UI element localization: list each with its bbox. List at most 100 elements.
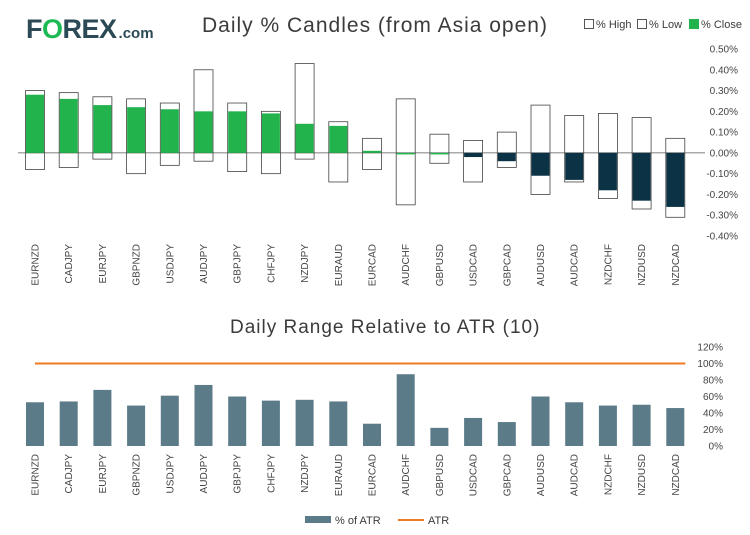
atr-bar xyxy=(295,399,314,446)
candle-y-tick-label: 0.20% xyxy=(710,107,738,118)
atr-x-label: USDCAD xyxy=(469,454,480,496)
candle-high-box xyxy=(598,113,618,154)
atr-x-label: CADJPY xyxy=(64,454,75,494)
candle-close-bar xyxy=(127,107,146,153)
atr-x-label: NZDCHF xyxy=(603,454,614,495)
atr-x-label: EURNZD xyxy=(31,454,42,496)
candle-x-label: NZDCHF xyxy=(603,244,614,285)
atr-bar xyxy=(632,404,651,446)
atr-bar xyxy=(261,400,280,446)
atr-x-label: GBPNZD xyxy=(132,454,143,496)
candle-x-label: GBPCAD xyxy=(502,244,513,286)
legend-pct-atr: % of ATR xyxy=(305,515,381,527)
candle-x-label: EURAUD xyxy=(334,244,345,286)
candle-close-bar xyxy=(464,152,483,158)
candle-y-tick-label: -0.40% xyxy=(706,232,738,243)
atr-bar xyxy=(497,422,516,446)
atr-bar xyxy=(160,395,179,446)
atr-bar xyxy=(598,405,617,446)
candle-x-label: GBPUSD xyxy=(435,244,446,286)
candle-close-bar xyxy=(329,125,348,153)
candle-x-label: EURJPY xyxy=(98,244,109,284)
atr-bar xyxy=(228,396,247,446)
candle-y-tick-label: -0.30% xyxy=(706,211,738,222)
candle-x-label: AUDCHF xyxy=(401,244,412,286)
candle-close-bar xyxy=(363,150,381,153)
candle-low-box xyxy=(58,152,79,168)
legend-atr-swatch xyxy=(398,519,424,521)
atr-x-label: NZDCAD xyxy=(671,454,682,496)
atr-y-tick-label: 40% xyxy=(703,409,723,420)
forex-logo: FOREX .com xyxy=(26,14,154,44)
atr-x-label: GBPJPY xyxy=(233,454,244,494)
candle-high-box xyxy=(564,115,585,154)
atr-x-label: AUDCAD xyxy=(570,454,581,496)
atr-bar xyxy=(59,401,78,446)
candle-x-label: AUDUSD xyxy=(536,244,547,286)
candle-x-label: AUDCAD xyxy=(570,244,581,286)
legend-high-swatch xyxy=(584,19,594,29)
candle-low-box xyxy=(92,152,113,160)
candle-low-box xyxy=(260,152,281,175)
atr-x-label: AUDCHF xyxy=(401,454,412,496)
atr-bar xyxy=(329,401,348,446)
candle-x-label: GBPNZD xyxy=(132,244,143,286)
candle-low-box xyxy=(126,152,146,175)
atr-y-tick-label: 80% xyxy=(703,376,723,387)
candle-x-label: EURCAD xyxy=(368,244,379,286)
atr-bar xyxy=(565,402,584,446)
candle-close-bar xyxy=(261,113,280,153)
atr-x-label: EURAUD xyxy=(334,454,345,496)
candle-close-bar xyxy=(26,94,44,153)
candle-x-label: CADJPY xyxy=(64,244,75,284)
atr-bar xyxy=(363,423,381,446)
candle-y-tick-label: 0.00% xyxy=(710,148,738,159)
atr-x-label: NZDUSD xyxy=(637,454,648,496)
atr-bar xyxy=(93,389,112,446)
candle-low-box xyxy=(294,152,315,160)
candle-low-box xyxy=(395,152,416,206)
candle-x-label: USDJPY xyxy=(165,244,176,284)
candle-y-tick-label: 0.40% xyxy=(710,65,738,76)
atr-y-tick-label: 100% xyxy=(697,359,723,370)
candle-high-box xyxy=(530,104,551,154)
legend-low-swatch xyxy=(637,19,647,29)
candle-x-label: CHFJPY xyxy=(266,244,277,283)
atr-x-label: AUDUSD xyxy=(536,454,547,496)
legend-low: % Low xyxy=(637,19,682,31)
candle-x-label: EURNZD xyxy=(31,244,42,286)
candle-high-box xyxy=(429,133,450,154)
candle-close-bar xyxy=(295,123,314,153)
candle-low-box xyxy=(227,152,248,172)
candle-y-tick-label: -0.10% xyxy=(706,169,738,180)
candle-close-bar xyxy=(531,152,550,176)
candle-low-box xyxy=(159,152,180,166)
atr-x-label: GBPCAD xyxy=(502,454,513,496)
candle-close-bar xyxy=(497,152,516,162)
candle-close-bar xyxy=(632,152,651,201)
atr-y-tick-label: 120% xyxy=(697,343,723,354)
candle-low-box xyxy=(362,152,382,170)
candle-close-bar xyxy=(598,152,617,191)
candle-low-box xyxy=(429,152,450,164)
atr-y-tick-label: 60% xyxy=(703,392,723,403)
candle-x-label: NZDUSD xyxy=(637,244,648,286)
legend-close-swatch xyxy=(689,19,699,29)
candle-high-box xyxy=(496,131,517,154)
atr-bar xyxy=(430,427,449,446)
candle-high-box xyxy=(631,117,652,154)
candle-close-bar xyxy=(666,152,685,207)
atr-x-label: USDJPY xyxy=(165,454,176,494)
candle-low-box xyxy=(25,152,45,170)
atr-x-label: AUDJPY xyxy=(199,454,210,494)
atr-x-label: NZDJPY xyxy=(300,454,311,493)
candle-high-box xyxy=(665,137,686,154)
candle-high-box xyxy=(362,137,382,154)
candle-close-bar xyxy=(396,152,415,155)
candle-close-bar xyxy=(228,111,247,153)
atr-x-label: EURJPY xyxy=(98,454,109,494)
candle-y-tick-label: 0.50% xyxy=(710,45,738,56)
legend-high: % High xyxy=(584,19,631,31)
candle-close-bar xyxy=(160,109,179,153)
